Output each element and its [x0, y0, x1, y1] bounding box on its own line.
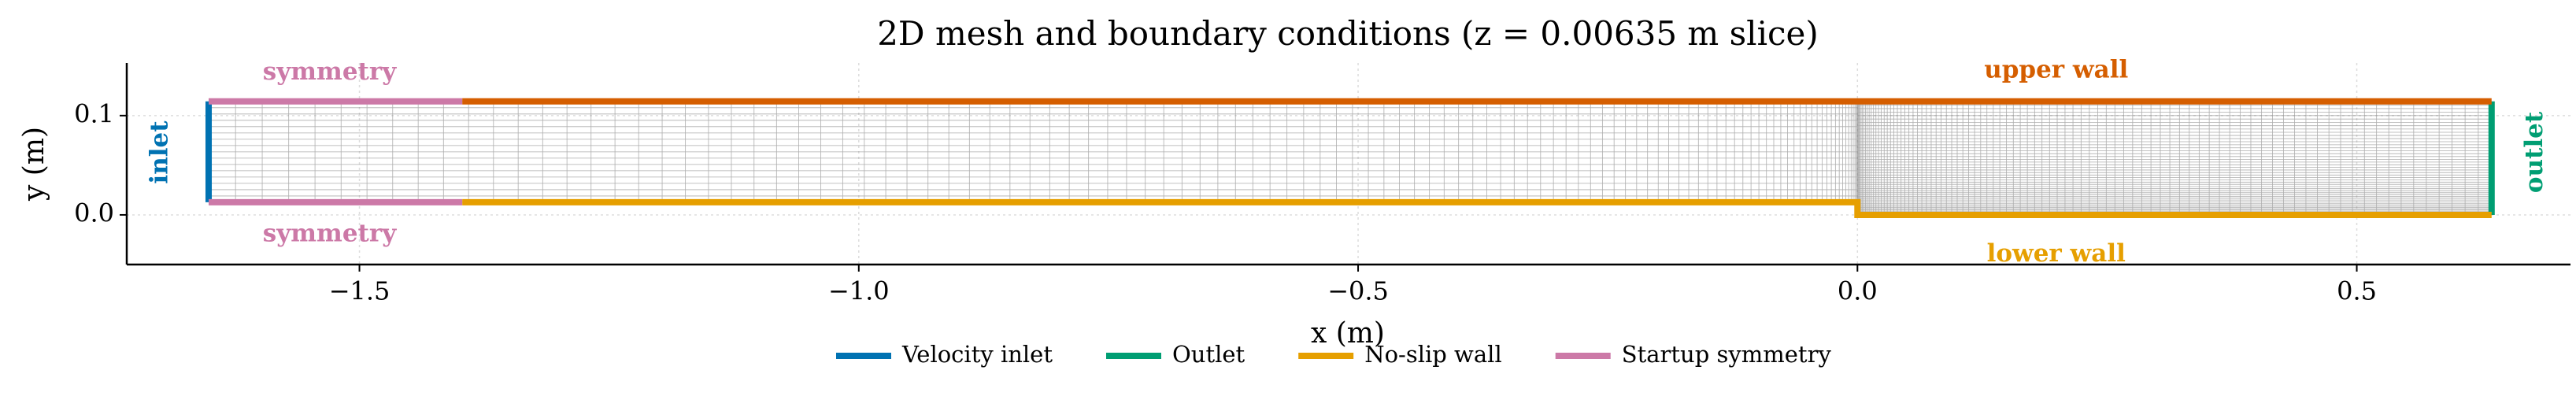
legend-label: Startup symmetry	[1622, 341, 1832, 368]
legend-label: Outlet	[1172, 341, 1245, 368]
y-axis-label: y (m)	[18, 127, 50, 202]
mesh	[208, 101, 2493, 216]
y-tick-label: 0.1	[74, 98, 114, 128]
x-tick-label: −1.5	[329, 276, 390, 306]
x-tick-label: −0.5	[1327, 276, 1389, 306]
annotation: inlet	[146, 120, 174, 184]
annotation: symmetry	[263, 220, 397, 248]
x-tick-label: 0.0	[1838, 276, 1878, 306]
annotation: upper wall	[1984, 56, 2128, 84]
x-tick-label: 0.5	[2337, 276, 2377, 306]
y-tick-label: 0.0	[74, 198, 114, 228]
x-tick-label: −1.0	[828, 276, 890, 306]
legend-label: Velocity inlet	[901, 341, 1053, 368]
boundary-line	[462, 198, 2492, 218]
annotation: lower wall	[1987, 239, 2126, 268]
annotation: outlet	[2520, 111, 2548, 193]
chart-title: 2D mesh and boundary conditions (z = 0.0…	[877, 14, 1819, 53]
annotation: symmetry	[263, 57, 397, 86]
legend-label: No-slip wall	[1364, 341, 1502, 368]
x-axis-label: x (m)	[1311, 317, 1385, 350]
